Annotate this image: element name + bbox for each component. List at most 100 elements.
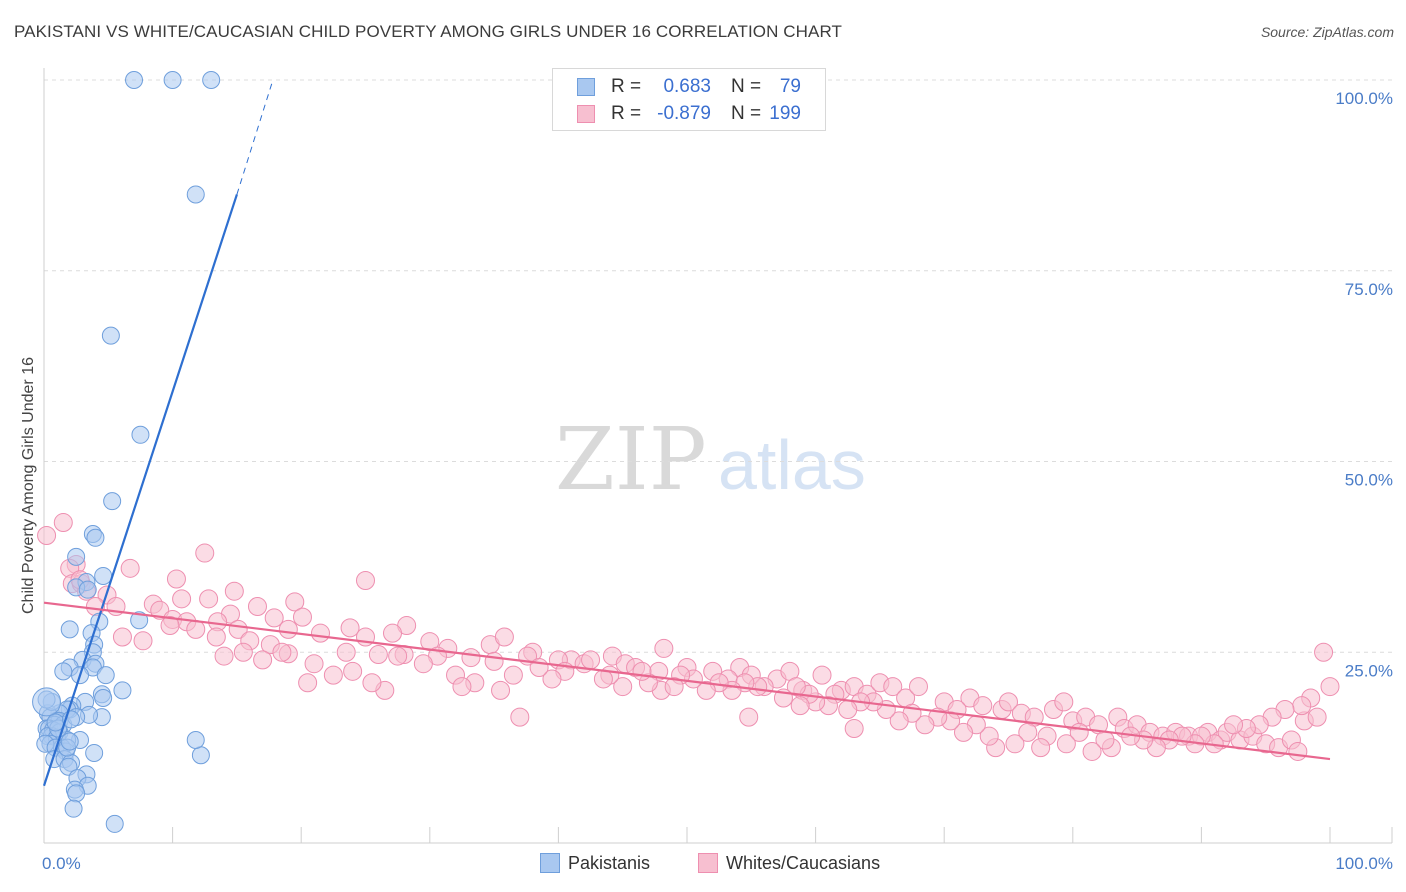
n-value: 79	[779, 76, 801, 97]
x-tick-label: 100.0%	[1335, 854, 1393, 873]
white-caucasian-point	[150, 600, 170, 620]
white-caucasian-point	[790, 696, 810, 716]
pakistani-point	[163, 71, 182, 89]
white-caucasian-point	[510, 707, 530, 727]
white-caucasian-point	[1054, 692, 1074, 712]
white-caucasian-point	[362, 673, 382, 693]
pakistani-point	[130, 611, 149, 630]
pakistani-point	[32, 687, 62, 717]
white-caucasian-point	[278, 619, 298, 639]
pakistani-point	[191, 746, 210, 765]
pakistani-point	[86, 528, 105, 547]
pakistani-swatch	[540, 853, 560, 873]
white-caucasian-point	[654, 638, 674, 658]
pakistani-point	[202, 71, 221, 89]
pakistani-point	[105, 814, 124, 833]
white-caucasian-point	[383, 623, 403, 643]
watermark-zip: ZIP	[555, 410, 707, 510]
pakistani-point	[125, 71, 144, 89]
white-caucasian-point	[1031, 738, 1051, 758]
white-caucasian-point	[953, 722, 973, 742]
white-caucasian-point	[304, 654, 324, 674]
pakistani-points	[32, 71, 221, 833]
white-caucasian-point	[343, 661, 363, 681]
r-value: -0.879	[657, 103, 711, 124]
white-caucasian-point	[224, 581, 244, 601]
white-caucasian-point	[999, 692, 1018, 712]
pakistani-point	[85, 743, 104, 762]
grid-lines	[44, 79, 1392, 653]
white-caucasian-point	[172, 589, 192, 609]
white-caucasian-point	[1320, 677, 1340, 697]
white-caucasian-point	[206, 627, 226, 647]
white-caucasian-point	[112, 627, 132, 647]
white-caucasian-swatch	[698, 853, 718, 873]
pakistani-point	[186, 730, 205, 749]
white-caucasian-point	[838, 699, 858, 719]
pakistani-point	[131, 425, 150, 444]
pakistani-point	[113, 681, 132, 700]
white-caucasian-point	[979, 726, 999, 746]
white-caucasian-point	[494, 627, 514, 647]
white-caucasian-point	[253, 650, 273, 670]
pakistani-point	[46, 713, 65, 732]
white-caucasian-point	[973, 696, 993, 716]
y-tick-label: 50.0%	[1345, 471, 1393, 490]
legend-label: Whites/Caucasians	[726, 853, 881, 873]
correlation-legend: R = 0.683 N = 79 R = -0.879 N = 199	[552, 68, 826, 131]
white-caucasian-point	[310, 623, 330, 643]
y-tick-label: 100.0%	[1335, 89, 1393, 108]
pakistani-swatch	[577, 78, 595, 96]
pakistani-point	[60, 732, 79, 751]
white-caucasian-point	[664, 677, 684, 697]
pakistani-point	[186, 185, 205, 204]
white-caucasian-point	[889, 711, 909, 731]
white-caucasian-point	[883, 677, 903, 697]
n-label: N =	[731, 76, 762, 97]
white-caucasian-point	[37, 526, 57, 546]
pakistani-trend-extension	[236, 79, 274, 195]
white-caucasian-point	[1288, 741, 1308, 761]
trend-lines	[42, 79, 1331, 787]
white-caucasian-point	[323, 665, 343, 685]
white-caucasian-point	[388, 646, 408, 666]
r-value: 0.683	[663, 76, 711, 97]
white-caucasian-point	[356, 571, 375, 591]
white-caucasian-point	[285, 592, 305, 612]
series-legend: Pakistanis Whites/Caucasians	[0, 852, 1406, 878]
white-caucasian-point	[613, 677, 633, 697]
pakistani-point	[101, 326, 120, 345]
white-caucasian-point	[461, 648, 481, 668]
white-caucasian-point	[739, 707, 759, 727]
white-caucasian-point	[368, 645, 388, 665]
white-caucasian-point	[264, 608, 284, 628]
pakistani-point	[67, 784, 86, 803]
white-caucasian-point	[166, 569, 186, 589]
white-caucasian-point	[452, 677, 472, 697]
white-caucasian-point	[340, 618, 360, 638]
source-credit: Source: ZipAtlas.com	[1260, 24, 1394, 40]
pakistani-point	[94, 566, 113, 585]
white-caucasian-point	[786, 677, 806, 697]
white-caucasian-point	[1314, 642, 1334, 662]
pakistani-point	[78, 580, 97, 599]
white-caucasian-point	[491, 680, 511, 700]
white-caucasian-point	[503, 665, 523, 685]
white-caucasian-point	[272, 642, 292, 662]
white-caucasian-point	[53, 513, 73, 533]
white-caucasian-point	[1224, 715, 1244, 735]
white-caucasian-point	[844, 719, 864, 739]
white-caucasian-point	[1005, 734, 1025, 754]
white-caucasian-point	[1292, 696, 1312, 716]
n-value: 199	[769, 103, 801, 124]
white-caucasian-trend-line	[43, 601, 1331, 761]
white-caucasian-point	[298, 673, 318, 693]
white-caucasian-point	[1056, 734, 1076, 754]
pakistani-point	[54, 662, 73, 681]
r-label: R =	[611, 76, 642, 97]
white-caucasian-point	[632, 661, 652, 681]
white-caucasian-point	[593, 669, 613, 689]
white-caucasian-point	[812, 665, 832, 685]
white-caucasian-point	[915, 715, 935, 735]
